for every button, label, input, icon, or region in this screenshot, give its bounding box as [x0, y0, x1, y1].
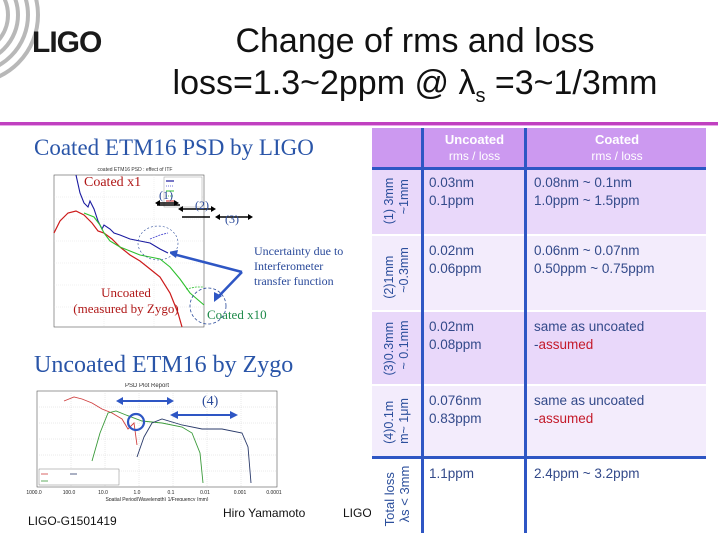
- table-header: Uncoated rms / loss Coated rms / loss: [372, 128, 706, 168]
- ligo-logo: LIGO: [32, 26, 102, 59]
- band-4-label: (4): [202, 394, 219, 409]
- table-row-total: Total loss λs < 3mm 1.1ppm 2.4ppm ~ 3.2pp…: [372, 459, 706, 533]
- svg-text:100.0: 100.0: [63, 490, 76, 496]
- table-divider: [421, 128, 424, 533]
- title-line-2: loss=1.3~2ppm @ λs =3~1/3mm: [172, 64, 658, 107]
- footer-org: LIGO: [343, 506, 371, 520]
- band-3-label: (3): [225, 212, 239, 226]
- coated-section-heading: Coated ETM16 PSD by LIGO: [34, 135, 314, 160]
- row-label: (2)1mm ~0.3mm: [381, 247, 411, 299]
- coated-x1-label: Coated x1: [84, 175, 142, 190]
- ligo-logo-arcs-icon: [0, 0, 40, 79]
- coated-cell: same as uncoated -assumed: [534, 393, 645, 426]
- coated-cell: 0.06nm ~ 0.07nm 0.50ppm ~ 0.75ppm: [534, 243, 655, 276]
- header-coated: Coated rms / loss: [591, 132, 643, 163]
- uncoated-cell: 0.02nm 0.08ppm: [429, 319, 482, 352]
- coated-psd-chart: coated ETM16 PSD : effect of ITF: [40, 163, 210, 341]
- row-label: (3)0.3mm ~ 0.1mm: [381, 320, 411, 376]
- svg-text:0.01: 0.01: [200, 490, 210, 496]
- band-arrows-icon: [155, 200, 253, 220]
- svg-text:10.0: 10.0: [98, 490, 108, 496]
- uncoated-section-heading: Uncoated ETM16 by Zygo: [34, 352, 294, 378]
- svg-text:1.0: 1.0: [134, 490, 141, 496]
- author: Hiro Yamamoto: [223, 506, 306, 520]
- coated-cell: same as uncoated -assumed: [534, 319, 645, 352]
- uncertainty-arrows-icon: [170, 250, 243, 325]
- uncoated-zygo-chart: PSD Plot Report 1000.0 100.0 10.0 1.0 0.…: [12, 383, 282, 501]
- coated-x10-label: Coated x10: [207, 307, 267, 322]
- row-label: Total loss λs < 3mm: [381, 465, 412, 527]
- row-label: (4)0.1m m~ 1μm: [381, 398, 411, 444]
- table-row: (2)1mm ~0.3mm 0.02nm 0.06ppm 0.06nm ~ 0.07…: [372, 236, 706, 310]
- uncertainty-annotation: Uncertainty due to Interferometer transf…: [254, 244, 344, 288]
- title-divider: [0, 122, 718, 126]
- page-title: Change of rms and loss loss=1.3~2ppm @ λ…: [110, 20, 720, 117]
- svg-text:0.001: 0.001: [234, 490, 247, 496]
- uncoated-cell: 0.02nm 0.06ppm: [429, 243, 482, 276]
- band-2-label: (2): [195, 198, 209, 212]
- svg-text:0.0001: 0.0001: [266, 490, 282, 496]
- uncoated-cell: 1.1ppm: [429, 466, 475, 481]
- coated-chart-title: coated ETM16 PSD : effect of ITF: [98, 167, 173, 173]
- table-divider: [372, 456, 706, 459]
- uncoated-annotation: Uncoated (measured by Zygo): [73, 285, 179, 316]
- coated-cell: 2.4ppm ~ 3.2ppm: [534, 466, 640, 481]
- header-uncoated: Uncoated rms / loss: [444, 132, 505, 163]
- table-row: (4)0.1m m~ 1μm 0.076nm 0.83ppm same as unc…: [372, 386, 706, 456]
- row-label: (1) 3mm ~1mm: [381, 177, 411, 225]
- uncoated-cell: 0.076nm 0.83ppm: [429, 393, 482, 426]
- table-divider: [372, 167, 706, 170]
- title-line-1: Change of rms and loss: [235, 22, 595, 60]
- svg-text:1000.0: 1000.0: [26, 490, 42, 496]
- assumed-note: assumed: [538, 337, 594, 352]
- zygo-chart-title: PSD Plot Report: [125, 383, 169, 389]
- table-divider: [524, 128, 527, 533]
- coated-cell: 0.08nm ~ 0.1nm 1.0ppm ~ 1.5ppm: [534, 175, 640, 208]
- assumed-note: assumed: [538, 411, 594, 426]
- svg-text:Spatial Period(Wavelength) 1/F: Spatial Period(Wavelength) 1/Frequency (…: [106, 497, 209, 501]
- svg-text:0.1: 0.1: [168, 490, 175, 496]
- band-1-label: (1): [159, 188, 173, 202]
- table-row: (1) 3mm ~1mm 0.03nm 0.1ppm 0.08nm ~ 0.1nm 1…: [372, 168, 706, 234]
- table-row: (3)0.3mm ~ 0.1mm 0.02nm 0.08ppm same as un…: [372, 312, 706, 384]
- uncoated-cell: 0.03nm 0.1ppm: [429, 175, 475, 208]
- document-id: LIGO-G1501419: [28, 514, 117, 528]
